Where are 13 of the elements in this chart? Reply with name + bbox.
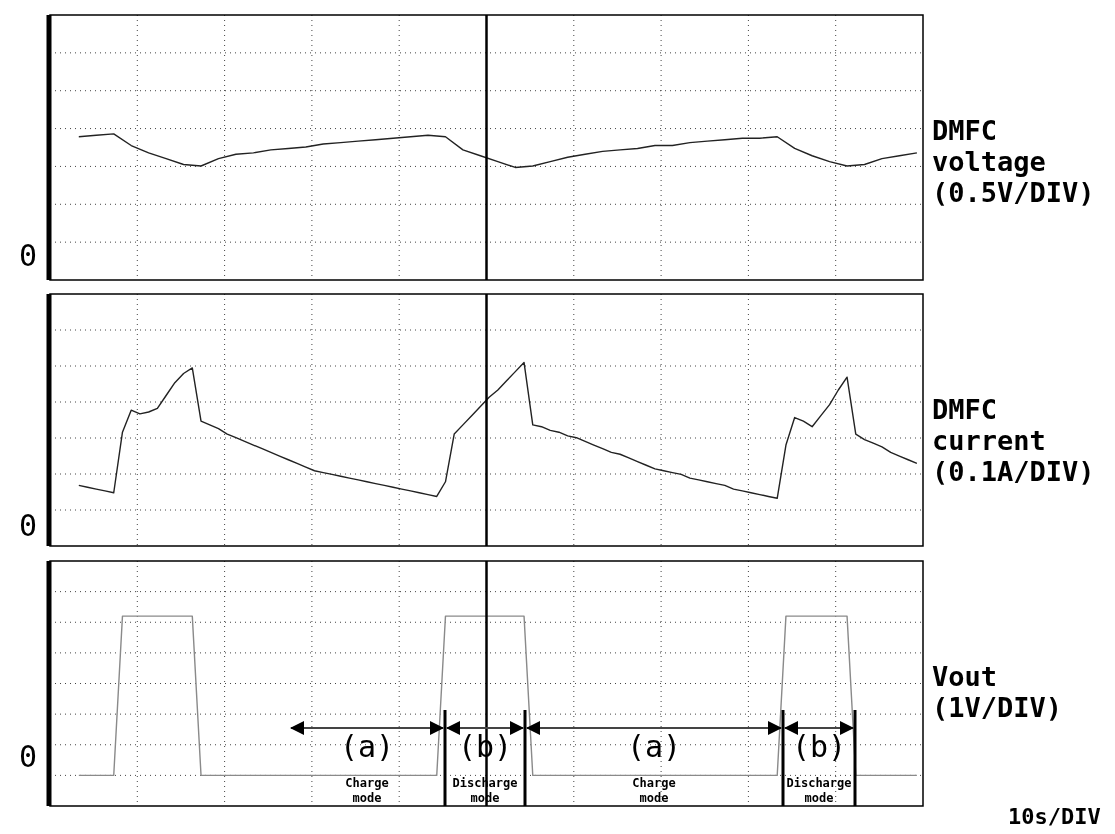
text: 0	[18, 237, 38, 273]
y-axis-title: DMFC voltage (0.5V/DIV)	[932, 115, 1096, 208]
annotation: (a)	[626, 728, 682, 764]
y-axis-title: Vout (1V/DIV)	[932, 661, 1064, 723]
y-axis-title: DMFC current (0.1A/DIV)	[932, 394, 1096, 487]
x-axis-title: 10s/DIV	[1008, 804, 1101, 829]
text: Charge mode	[632, 775, 676, 805]
text: 0	[18, 738, 38, 774]
text: 0	[18, 507, 38, 543]
text: Discharge mode	[786, 775, 852, 805]
annotation: (b)	[791, 728, 847, 764]
annotation: (a)	[339, 728, 395, 764]
text: Charge mode	[345, 775, 389, 805]
